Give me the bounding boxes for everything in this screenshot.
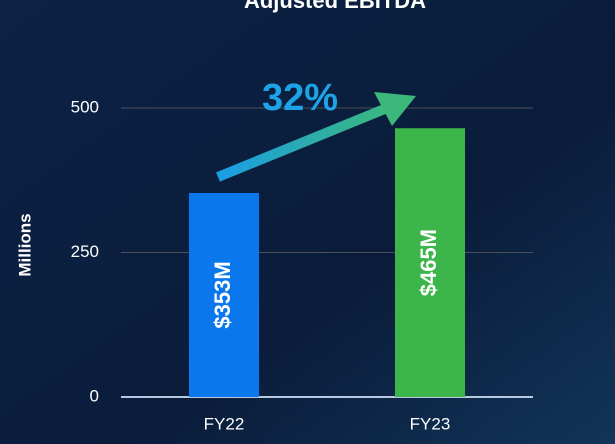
y-tick-label: 500 xyxy=(71,97,99,116)
y-axis-label: Millions xyxy=(15,213,34,276)
growth-arrow xyxy=(216,92,416,182)
bar xyxy=(395,128,465,398)
arrow-head xyxy=(374,92,416,126)
arrow-shaft xyxy=(216,101,394,182)
value-label: $353M xyxy=(210,261,235,328)
chart-title: Adjusted EBITDA xyxy=(244,0,426,13)
x-tick-label: FY23 xyxy=(410,414,451,433)
y-tick-label: 250 xyxy=(71,242,99,261)
x-tick-label: FY22 xyxy=(204,414,245,433)
value-label: $465M xyxy=(416,229,441,296)
annotation: 32% xyxy=(262,77,338,119)
y-tick-label: 0 xyxy=(90,386,99,405)
bar xyxy=(189,192,259,397)
